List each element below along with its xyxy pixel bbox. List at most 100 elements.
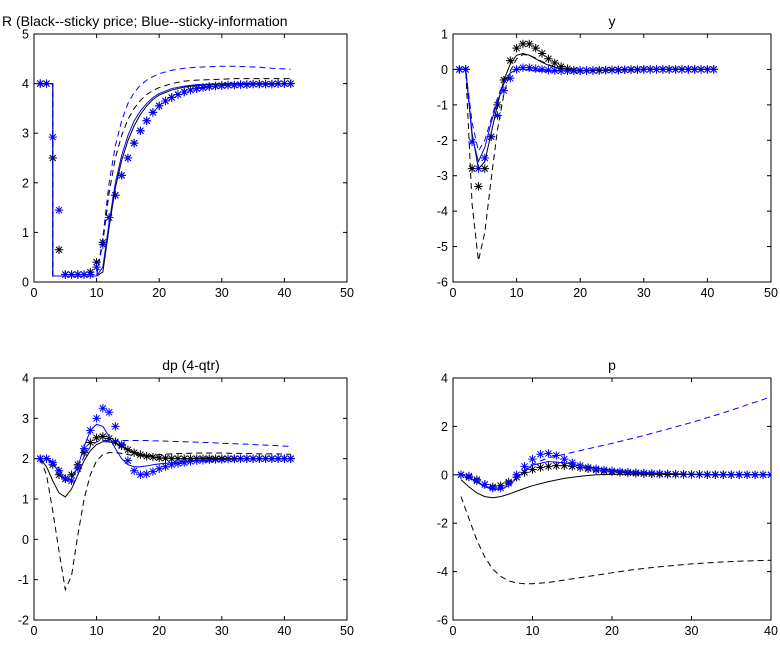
data-point [180,87,189,97]
data-point [92,433,101,442]
data-point [161,96,170,106]
y-tick-label: 4 [22,77,29,91]
data-point [117,171,126,180]
data-point [98,404,108,413]
data-point [54,205,64,215]
data-point [499,86,509,95]
y-tick-label: 4 [441,372,448,386]
data-point [111,422,120,431]
data-point [173,90,183,99]
data-point [528,454,537,464]
data-point [568,458,577,467]
data-point [556,62,566,71]
x-tick-label: 20 [152,624,166,638]
data-point [506,56,515,65]
data-point [205,82,214,91]
y-tick-label: 5 [22,28,29,42]
data-point [528,465,537,474]
axes-box [33,377,348,621]
y-tick-label: 4 [22,372,29,386]
data-point [136,470,145,479]
data-point [98,432,108,441]
y-tick-label: 0 [441,63,448,77]
x-tick-label: 0 [450,286,457,300]
data-point [223,80,233,90]
data-point [520,462,529,471]
data-point [73,464,83,473]
subplot-3: dp (4-qtr) 0 10 20 30 40 50 -2 -1 0 1 2 3 4 [18,357,354,638]
data-point [552,461,561,470]
data-point [155,464,164,473]
y-tick-label: 3 [22,127,29,141]
data-point [186,85,195,95]
data-point [560,454,569,464]
y-tick-label: -6 [437,276,448,290]
data-point [550,58,559,68]
data-point [639,468,648,478]
data-point [167,460,176,469]
data-point [111,437,120,446]
y-tick-label: -2 [18,614,29,628]
data-point [531,64,540,73]
data-point [512,470,521,479]
y-tick-label: -4 [437,565,448,579]
data-point [550,66,559,75]
y-tick-label: 0 [22,533,29,547]
subplot-title: p [608,357,616,373]
data-point [480,480,489,489]
data-point [531,43,540,53]
subplot-title: R (Black--sticky price; Blue--sticky-inf… [2,13,288,29]
data-point [86,270,95,279]
x-tick-label: 40 [277,624,291,638]
data-point [544,462,553,471]
data-point [104,408,114,417]
subplot-title: dp (4-qtr) [162,357,220,373]
x-tick-label: 20 [573,286,587,300]
x-tick-label: 50 [340,286,354,300]
data-point [506,74,515,83]
data-point [61,270,70,279]
data-point [518,63,528,72]
series-line-2 [39,441,291,498]
data-point [486,132,496,141]
data-point [155,101,164,111]
data-point [496,483,505,493]
data-point [161,462,170,471]
series-line-5 [40,440,291,479]
plot-area [456,396,771,585]
x-tick-label: 0 [31,624,38,638]
x-tick-label: 40 [700,286,714,300]
data-point [520,468,529,477]
data-point [536,450,545,459]
series-line-5 [460,396,771,489]
data-point [73,270,83,279]
y-tick-label: 1 [22,226,29,240]
series-line-4 [39,452,291,592]
data-point [537,49,547,58]
data-point [104,213,114,222]
x-tick-label: 30 [637,286,651,300]
y-tick-label: 0 [441,468,448,482]
data-point [544,54,553,63]
series-line-3 [40,423,291,482]
y-tick-label: 2 [441,420,448,434]
subplot-4: p 0 10 20 30 40 -6 -4 -2 0 2 4 [437,357,778,638]
data-point [180,458,189,467]
data-point [242,80,252,89]
x-tick-label: 30 [685,624,699,638]
y-tick-label: 2 [22,176,29,190]
data-point [623,467,633,477]
axes-box [452,377,772,621]
data-point [464,471,474,481]
x-tick-label: 10 [90,286,104,300]
data-point [518,39,528,49]
data-point [480,153,489,163]
x-tick-label: 40 [764,624,778,638]
data-point [607,466,617,476]
data-point [217,81,226,90]
series-line-4 [459,54,714,261]
data-point [123,153,133,163]
data-point [560,461,569,470]
